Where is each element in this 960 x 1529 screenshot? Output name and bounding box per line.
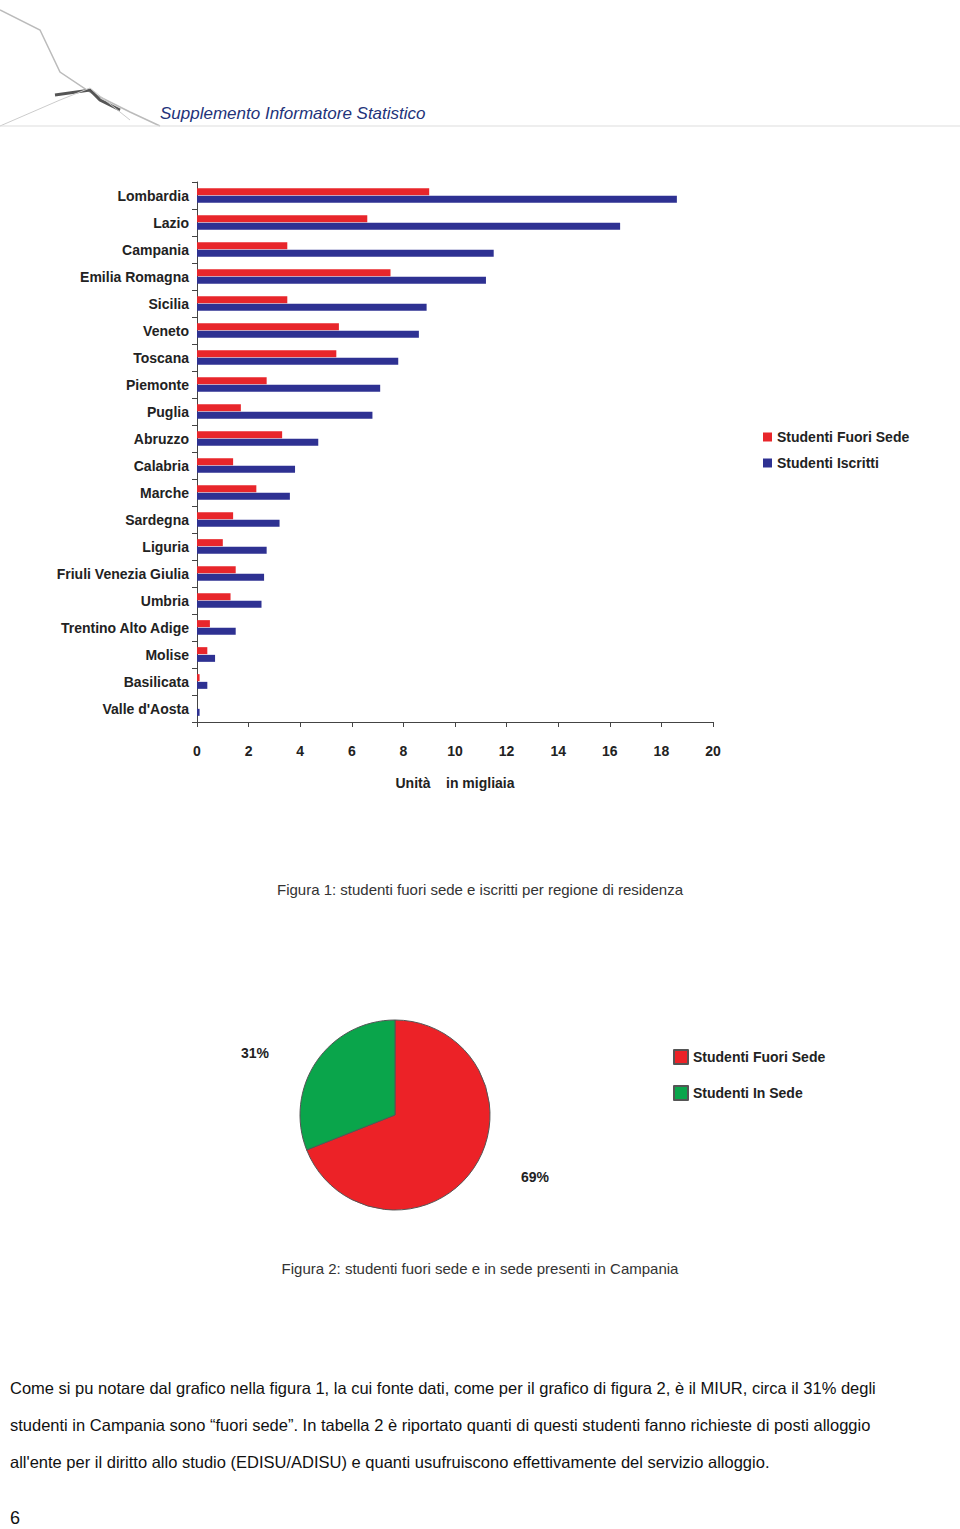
svg-text:6: 6: [348, 743, 356, 759]
svg-text:8: 8: [400, 743, 408, 759]
svg-text:Friuli Venezia Giulia: Friuli Venezia Giulia: [57, 566, 189, 582]
svg-text:Lombardia: Lombardia: [117, 188, 189, 204]
svg-text:Puglia: Puglia: [147, 404, 189, 420]
svg-text:Sardegna: Sardegna: [125, 512, 189, 528]
svg-text:Sicilia: Sicilia: [149, 296, 190, 312]
svg-text:Studenti In Sede: Studenti In Sede: [693, 1085, 803, 1101]
svg-text:Calabria: Calabria: [134, 458, 189, 474]
svg-text:Abruzzo: Abruzzo: [134, 431, 189, 447]
svg-text:Figura 2: studenti fuori sede: Figura 2: studenti fuori sede e in sede …: [282, 1260, 680, 1277]
svg-text:Campania: Campania: [122, 242, 189, 258]
svg-text:Unità in migliaia: Unità in migliaia: [395, 775, 514, 791]
svg-text:2: 2: [245, 743, 253, 759]
svg-text:10: 10: [447, 743, 463, 759]
svg-text:Umbria: Umbria: [141, 593, 189, 609]
svg-text:12: 12: [499, 743, 515, 759]
svg-text:Emilia Romagna: Emilia Romagna: [80, 269, 189, 285]
svg-text:Marche: Marche: [140, 485, 189, 501]
svg-text:Molise: Molise: [145, 647, 189, 663]
svg-text:Trentino Alto Adige: Trentino Alto Adige: [61, 620, 189, 636]
svg-text:Liguria: Liguria: [142, 539, 189, 555]
svg-text:Lazio: Lazio: [153, 215, 189, 231]
svg-text:Veneto: Veneto: [143, 323, 189, 339]
svg-text:Toscana: Toscana: [133, 350, 189, 366]
svg-text:Studenti Iscritti: Studenti Iscritti: [777, 455, 879, 471]
svg-text:14: 14: [550, 743, 566, 759]
svg-text:20: 20: [705, 743, 721, 759]
html-text:studenti in Campania sono “fuo: studenti in Campania sono “fuori sede”. …: [10, 1416, 871, 1434]
svg-text:18: 18: [654, 743, 670, 759]
svg-text:0: 0: [193, 743, 201, 759]
svg-text:Piemonte: Piemonte: [126, 377, 189, 393]
svg-text:69%: 69%: [521, 1169, 550, 1185]
svg-text:Basilicata: Basilicata: [124, 674, 190, 690]
svg-text:31%: 31%: [241, 1045, 270, 1061]
svg-text:4: 4: [296, 743, 304, 759]
svg-text:Studenti Fuori Sede: Studenti Fuori Sede: [693, 1049, 825, 1065]
svg-text:Valle d'Aosta: Valle d'Aosta: [102, 701, 189, 717]
svg-text:16: 16: [602, 743, 618, 759]
html-text:Supplemento Informatore Statis: Supplemento Informatore Statistico: [160, 104, 426, 123]
svg-text:Figura 1: studenti fuori sede: Figura 1: studenti fuori sede e iscritti…: [277, 881, 684, 898]
html-text:all'ente per il diritto allo s: all'ente per il diritto allo studio (EDI…: [10, 1453, 770, 1471]
html-text:Come si pu notare dal grafico: Come si pu notare dal grafico nella figu…: [10, 1379, 876, 1397]
html-text:6: 6: [10, 1508, 20, 1528]
svg-text:Studenti Fuori Sede: Studenti Fuori Sede: [777, 429, 909, 445]
